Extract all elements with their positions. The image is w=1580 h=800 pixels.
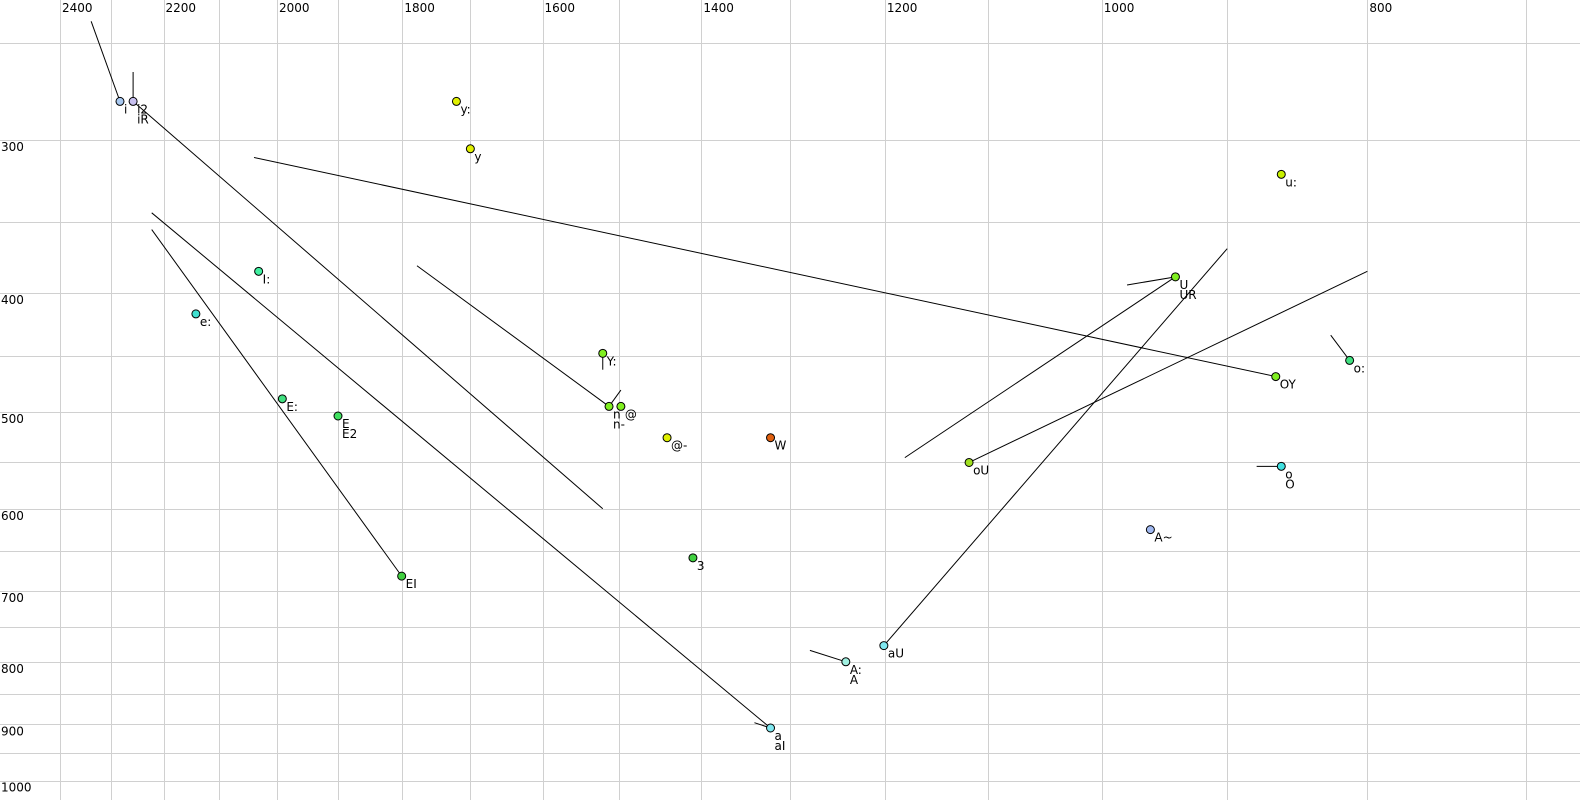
data-point [964,457,974,467]
data-point [766,723,776,733]
x-tick-labels: 2400 2200 2000 1800 1600 1400 1200 1000 800 [62,1,1392,15]
point-label: A: [850,663,862,677]
data-point [333,411,343,421]
y-tick-label: 1000 [1,781,32,795]
x-tick-label: 1600 [545,1,576,15]
point-label: E [342,417,350,431]
data-point [879,641,889,651]
point-label: E2 [342,427,357,441]
data-point [451,96,461,106]
data-point [598,348,608,358]
x-tick-label: 800 [1369,1,1392,15]
data-point [397,571,407,581]
point-label: O [1285,477,1294,491]
trajectory-line [883,248,1228,646]
data-point [662,433,672,443]
data-point [1345,355,1355,365]
point-label: o [1285,467,1292,481]
data-point [254,266,264,276]
point-label: o: [1354,361,1365,375]
point-label: y [474,150,481,164]
x-tick-label: 1200 [887,1,918,15]
trajectory-line [416,265,610,407]
point-label: y: [460,102,470,116]
data-point [841,657,851,667]
y-tick-label: 500 [1,412,24,426]
point-label: UR [1179,288,1196,302]
point-label: 3 [697,559,705,573]
trajectory-line [968,270,1368,463]
data-point [1276,169,1286,179]
trajectory-line [132,101,604,510]
point-label: A~ [1154,531,1172,545]
trajectory-line [151,229,403,577]
y-tick-label: 300 [1,140,24,154]
data-point [465,144,475,154]
y-tick-labels: 300 400 500 600 700 800 900 1000 [1,140,32,795]
data-point [1170,272,1180,282]
point-label: @- [671,439,687,453]
point-label: u: [1285,175,1297,189]
point-label: i [124,102,127,116]
point-label: E: [286,400,298,414]
y-tick-label: 800 [1,662,24,676]
x-tick-label: 1000 [1104,1,1135,15]
point-label: aI [775,739,786,753]
point-label: U [1179,278,1188,292]
y-tick-label: 700 [1,591,24,605]
data-point [1271,372,1281,382]
data-point [277,394,287,404]
x-tick-label: 2000 [279,1,310,15]
point-label: EI [406,577,417,591]
y-tick-label: 600 [1,509,24,523]
point-label: oU [973,463,989,477]
point-label: @ [625,407,637,421]
point-label: i2 [137,102,148,116]
y-tick-label: 900 [1,724,24,738]
x-tick-label: 2200 [166,1,197,15]
point-label: OY [1280,378,1297,392]
data-point [688,553,698,563]
trajectory-line [809,649,846,663]
point-label: e: [200,315,211,329]
data-point [191,309,201,319]
point-label: A [850,673,859,687]
point-label: W [775,439,787,453]
data-point [766,433,776,443]
point-label: a [775,729,782,743]
trajectory-line [253,156,1276,378]
point-label: aU [888,647,904,661]
data-point [115,96,125,106]
point-label: Y: [606,354,617,368]
x-tick-label: 2400 [62,1,93,15]
trajectory-line [90,21,121,102]
trajectories [90,21,1368,729]
data-point [616,401,626,411]
trajectory-line [1330,334,1351,361]
point-label: n [613,407,621,421]
data-point [1276,461,1286,471]
trajectory-line [151,212,771,729]
trajectory-line [904,276,1176,459]
trajectory-line [1126,276,1176,286]
x-tick-label: 1800 [404,1,435,15]
point-label: I: [263,272,271,286]
data-point [128,96,138,106]
y-tick-label: 400 [1,293,24,307]
data-point [604,401,614,411]
point-label: iR [137,112,149,126]
x-tick-label: 1400 [703,1,734,15]
point-label: n- [613,417,625,431]
data-point [1145,525,1155,535]
